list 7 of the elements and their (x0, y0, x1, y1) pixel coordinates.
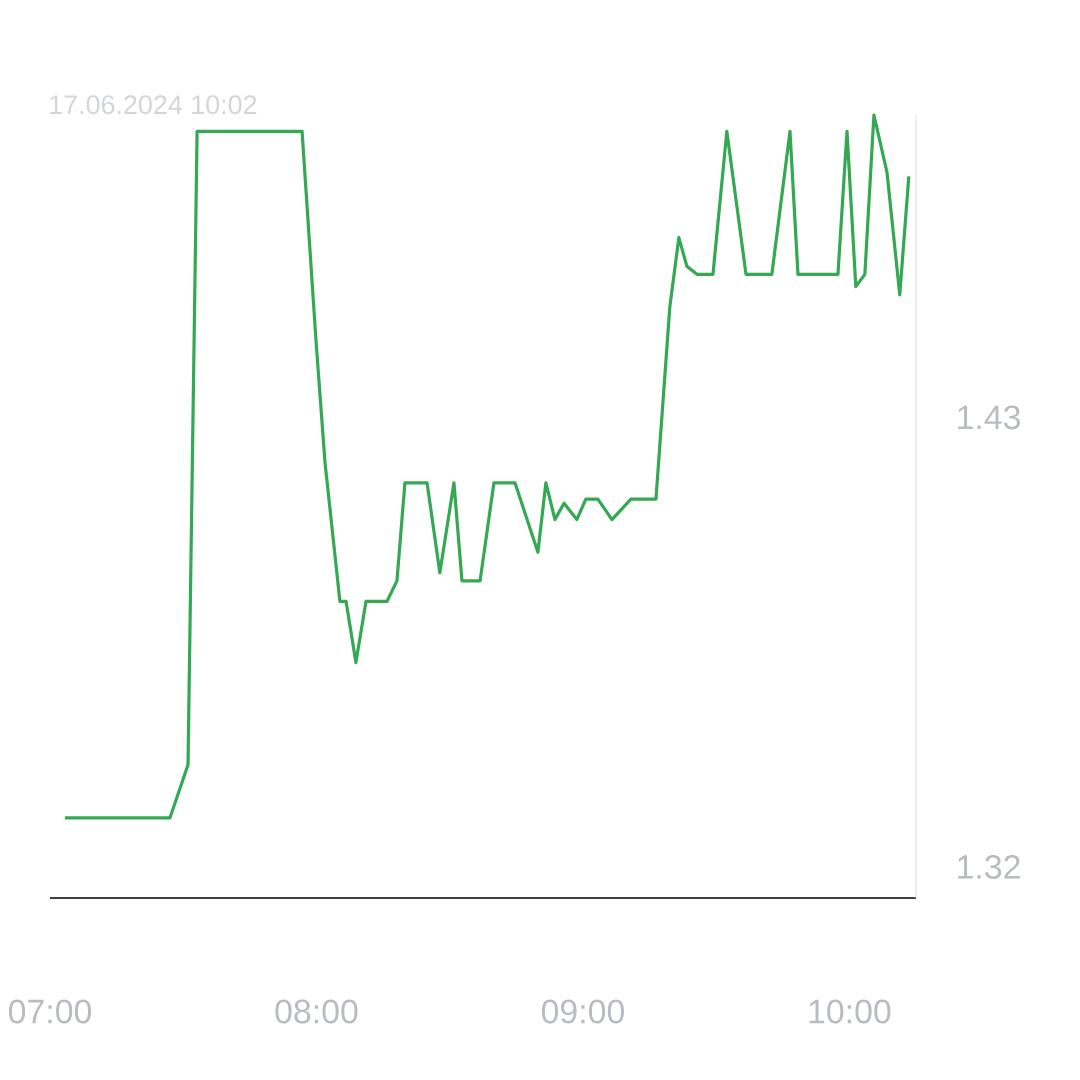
x-tick-label: 07:00 (8, 999, 92, 1024)
x-tick-label: 10:00 (809, 999, 891, 1024)
y-tick-label: 1.32 (958, 854, 1020, 879)
y-tick-label: 1.43 (958, 405, 1020, 430)
x-tick-label: 09:00 (541, 999, 624, 1024)
line-series (63, 113, 911, 820)
x-tick-label: 08:00 (275, 999, 358, 1024)
